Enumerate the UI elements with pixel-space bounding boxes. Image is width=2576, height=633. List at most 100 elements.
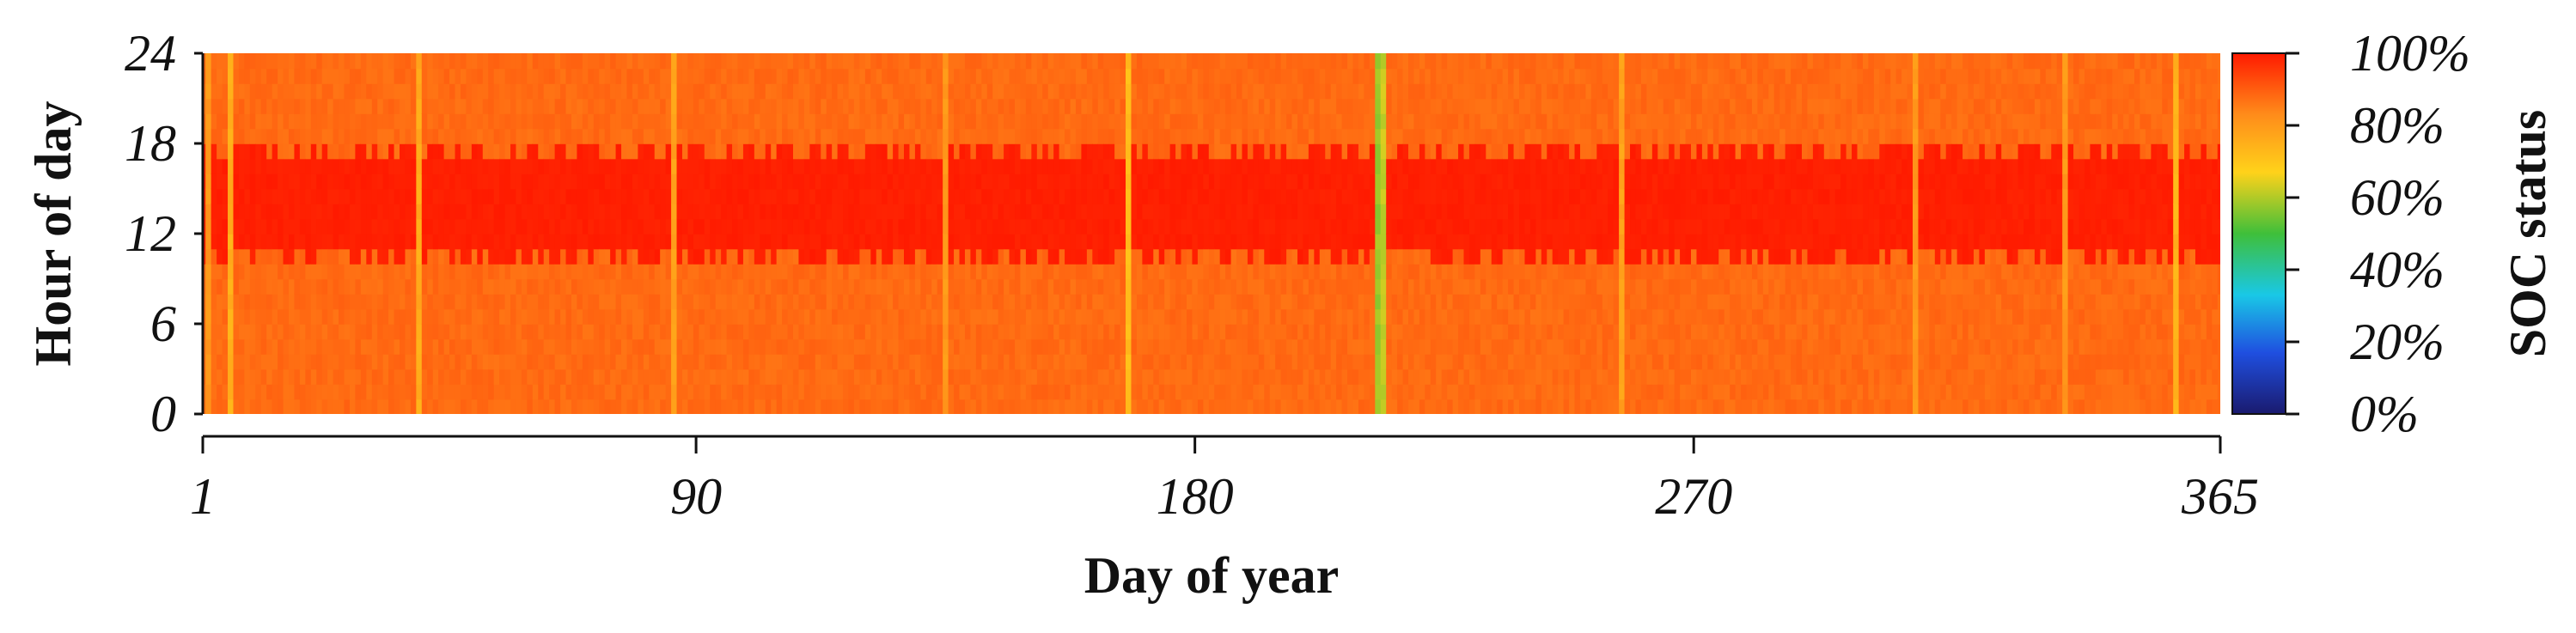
- heatmap-cell: [1242, 128, 1248, 144]
- heatmap-cell: [882, 399, 888, 414]
- heatmap-cell: [477, 143, 484, 160]
- heatmap-cell: [1158, 399, 1165, 414]
- heatmap-cell: [1242, 368, 1248, 385]
- heatmap-cell: [565, 188, 572, 204]
- heatmap-cell: [771, 368, 778, 385]
- heatmap-cell: [1175, 338, 1182, 355]
- heatmap-cell: [1319, 399, 1327, 414]
- heatmap-cell: [981, 308, 988, 325]
- heatmap-cell: [649, 218, 656, 234]
- heatmap-cell: [449, 143, 456, 160]
- heatmap-cell: [488, 294, 495, 310]
- heatmap-cell: [660, 113, 667, 130]
- heatmap-cell: [1319, 113, 1327, 130]
- heatmap-cell: [893, 248, 900, 265]
- heatmap-cell: [904, 324, 911, 340]
- heatmap-cell: [1047, 53, 1054, 70]
- heatmap-cell: [742, 173, 750, 190]
- heatmap-cell: [970, 308, 977, 325]
- heatmap-cell: [710, 143, 717, 160]
- heatmap-cell: [1230, 278, 1237, 295]
- heatmap-cell: [771, 324, 778, 340]
- heatmap-cell: [1242, 354, 1248, 370]
- heatmap-cell: [1325, 248, 1332, 265]
- heatmap-cell: [959, 368, 966, 385]
- heatmap-cell: [333, 294, 339, 310]
- heatmap-cell: [299, 83, 307, 100]
- heatmap-cell: [1175, 278, 1182, 295]
- heatmap-cell: [1192, 83, 1199, 100]
- heatmap-cell: [1297, 143, 1304, 160]
- heatmap-cell: [321, 68, 328, 84]
- heatmap-cell: [1136, 83, 1144, 100]
- heatmap-cell: [1203, 234, 1210, 250]
- heatmap-cell: [333, 188, 339, 204]
- heatmap-cell: [1009, 53, 1016, 70]
- heatmap-cell: [1164, 113, 1171, 130]
- heatmap-cell: [638, 234, 644, 250]
- heatmap-cell: [937, 324, 943, 340]
- heatmap-cell: [1181, 143, 1187, 160]
- heatmap-cell: [954, 354, 961, 370]
- heatmap-cell: [870, 384, 877, 400]
- heatmap-cell: [521, 128, 528, 144]
- heatmap-cell: [349, 113, 357, 130]
- heatmap-cell: [1009, 264, 1016, 280]
- heatmap-cell: [832, 143, 839, 160]
- heatmap-cell: [266, 368, 273, 385]
- heatmap-cell: [992, 278, 999, 295]
- heatmap-cell: [798, 354, 805, 370]
- heatmap-cell: [737, 368, 744, 385]
- heatmap-cell: [421, 113, 429, 130]
- heatmap-cell: [843, 278, 850, 295]
- heatmap-cell: [427, 399, 434, 414]
- heatmap-cell: [970, 128, 977, 144]
- heatmap-cell: [615, 68, 622, 84]
- heatmap-cell: [471, 384, 479, 400]
- heatmap-cell: [992, 264, 999, 280]
- heatmap-cell: [1153, 264, 1160, 280]
- heatmap-cell: [964, 143, 972, 160]
- heatmap-cell: [998, 264, 1004, 280]
- heatmap-cell: [732, 234, 739, 250]
- heatmap-cell: [577, 384, 583, 400]
- heatmap-cell: [554, 113, 561, 130]
- heatmap-cell: [371, 338, 378, 355]
- heatmap-cell: [986, 324, 993, 340]
- heatmap-cell: [798, 218, 805, 234]
- heatmap-cell: [1147, 354, 1155, 370]
- heatmap-cell: [310, 143, 318, 160]
- heatmap-cell: [388, 98, 395, 114]
- heatmap-cell: [870, 68, 877, 84]
- heatmap-cell: [394, 143, 400, 160]
- heatmap-cell: [1192, 188, 1199, 204]
- heatmap-cell: [931, 204, 938, 220]
- heatmap-cell: [443, 218, 450, 234]
- heatmap-cell: [925, 308, 933, 325]
- heatmap-cell: [1186, 158, 1193, 174]
- heatmap-cell: [1153, 68, 1160, 84]
- heatmap-cell: [1004, 384, 1010, 400]
- heatmap-cell: [244, 248, 251, 265]
- heatmap-cell: [782, 324, 789, 340]
- heatmap-cell: [1175, 98, 1182, 114]
- heatmap-cell: [1208, 308, 1216, 325]
- heatmap-cell: [964, 338, 972, 355]
- heatmap-cell: [1075, 143, 1083, 160]
- heatmap-cell: [1308, 188, 1315, 204]
- heatmap-cell: [299, 98, 307, 114]
- heatmap-cell: [626, 248, 633, 265]
- heatmap-cell: [1103, 234, 1110, 250]
- heatmap-cell: [837, 204, 844, 220]
- heatmap-cell: [388, 354, 395, 370]
- heatmap-cell: [798, 368, 805, 385]
- heatmap-cell: [222, 384, 229, 400]
- heatmap-cell: [710, 384, 717, 400]
- heatmap-cell: [1225, 368, 1232, 385]
- heatmap-cell: [299, 234, 307, 250]
- heatmap-cell: [870, 218, 877, 234]
- heatmap-cell: [588, 83, 595, 100]
- heatmap-cell: [654, 234, 661, 250]
- heatmap-cell: [504, 68, 511, 84]
- heatmap-cell: [577, 68, 583, 84]
